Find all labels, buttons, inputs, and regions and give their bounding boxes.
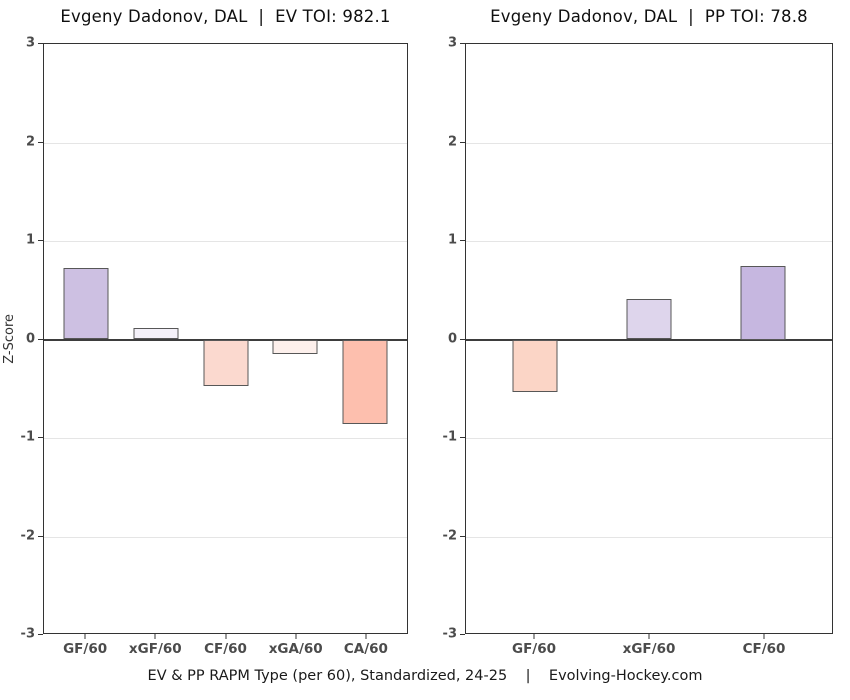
x-tick-label: CF/60 <box>742 641 786 657</box>
bar-GF/60 <box>512 339 558 392</box>
y-tick-label: 1 <box>25 232 35 248</box>
y-tick-mark <box>460 535 465 537</box>
y-tick-label: -1 <box>20 429 35 445</box>
x-tick-mark <box>648 634 650 639</box>
x-tick-mark <box>763 634 765 639</box>
y-tick-label: -1 <box>442 429 457 445</box>
x-tick-label: xGF/60 <box>128 641 182 657</box>
y-tick-label: 0 <box>447 331 457 346</box>
y-axis-title-label: Z-Score <box>2 313 17 364</box>
x-tick-mark <box>365 634 367 639</box>
y-tick-label: 2 <box>25 134 35 149</box>
y-tick-label: -2 <box>442 528 457 543</box>
gridline <box>466 241 832 242</box>
x-tick-label: CA/60 <box>343 641 388 657</box>
y-tick-mark <box>460 141 465 143</box>
pp-chart-title: Evgeny Dadonov, DAL | PP TOI: 78.8 <box>490 7 808 26</box>
y-axis-title: Z-Score <box>2 43 17 634</box>
y-tick-label: 3 <box>25 35 35 51</box>
x-tick-mark <box>533 634 535 639</box>
y-tick-mark <box>38 338 43 340</box>
y-tick-label: -3 <box>442 626 457 642</box>
bar-xGF/60 <box>133 327 179 340</box>
y-tick-mark <box>38 437 43 438</box>
gridline <box>44 142 407 144</box>
pp-rapm-figure: 3 2 1 0 -1 -2 -3 GF/60 xGF/60 CF/60 <box>443 36 833 657</box>
y-tick-mark <box>38 535 43 537</box>
y-tick-mark <box>460 338 465 340</box>
gridline <box>44 536 407 538</box>
y-tick-label: -3 <box>20 626 35 642</box>
y-tick-mark <box>38 240 43 241</box>
ev-chart-title: Evgeny Dadonov, DAL | EV TOI: 982.1 <box>60 7 391 26</box>
x-tick-mark <box>225 634 226 639</box>
y-tick-mark <box>460 634 465 635</box>
x-tick-mark <box>154 634 156 639</box>
ev-rapm-figure: Z-Score 3 2 1 0 -1 -2 -3 GF/60 xGF/60 CF/60 xGA/60… <box>2 36 408 657</box>
x-tick-mark <box>295 634 297 639</box>
gridline <box>466 142 832 144</box>
ev-plot-panel <box>43 43 408 634</box>
y-tick-label: -2 <box>20 528 35 543</box>
zero-line <box>466 338 832 341</box>
bar-xGA/60 <box>272 339 318 355</box>
x-tick-label: GF/60 <box>511 641 557 657</box>
bar-xGF/60 <box>626 299 672 340</box>
y-tick-label: 1 <box>447 232 457 248</box>
x-tick-label: GF/60 <box>63 641 108 657</box>
gridline <box>466 438 832 439</box>
bar-CF/60 <box>740 265 786 340</box>
bar-GF/60 <box>63 267 109 340</box>
y-tick-label: 0 <box>25 331 35 346</box>
gridline <box>466 536 832 538</box>
gridline <box>44 241 407 242</box>
x-tick-label: xGA/60 <box>268 641 323 657</box>
y-tick-label: 2 <box>447 134 457 149</box>
y-tick-mark <box>460 240 465 241</box>
gridline <box>44 438 407 439</box>
y-tick-mark <box>38 141 43 143</box>
figure-caption: EV & PP RAPM Type (per 60), Standardized… <box>147 668 703 684</box>
pp-plot-panel <box>465 43 833 634</box>
y-tick-mark <box>38 43 43 44</box>
x-tick-label: CF/60 <box>204 641 247 657</box>
y-tick-mark <box>38 634 43 635</box>
y-tick-label: 3 <box>447 35 457 51</box>
bar-CF/60 <box>203 339 248 386</box>
y-tick-mark <box>460 43 465 44</box>
x-tick-label: xGF/60 <box>622 641 676 657</box>
bar-CA/60 <box>342 339 388 425</box>
x-tick-mark <box>84 634 86 639</box>
y-tick-mark <box>460 437 465 438</box>
